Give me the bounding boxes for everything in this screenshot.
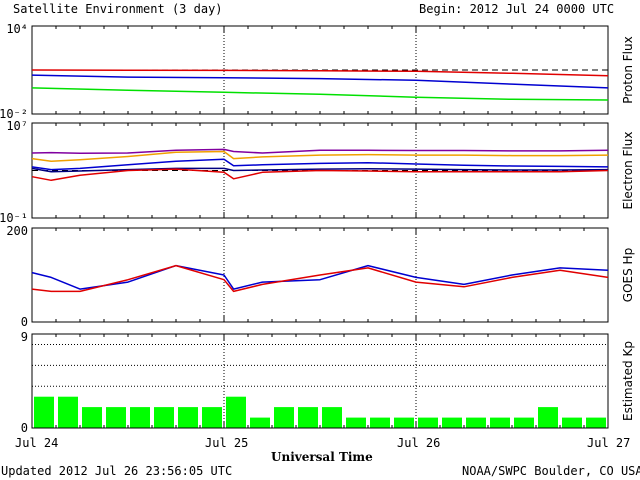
panel-y-label: Estimated Kp (621, 341, 635, 421)
kp-bar (466, 417, 486, 428)
updated-timestamp: Updated 2012 Jul 26 23:56:05 UTC (1, 464, 233, 478)
kp-bar (58, 396, 78, 428)
y-tick-label: 9 (21, 330, 28, 344)
kp-bar (250, 417, 270, 428)
kp-bar (34, 396, 54, 428)
series-line-blue (31, 158, 609, 171)
chart-title: Satellite Environment (3 day) (13, 2, 223, 16)
kp-bar (154, 407, 174, 428)
kp-bar (298, 407, 318, 428)
panel-y-label: Electron Flux (621, 132, 635, 210)
y-tick-label: 200 (6, 224, 28, 238)
y-tick-label: 10⁻¹ (0, 211, 28, 225)
credit-text: NOAA/SWPC Boulder, CO USA (462, 464, 640, 478)
series-line-red (31, 168, 609, 182)
kp-bar (82, 407, 102, 428)
kp-bar (514, 417, 534, 428)
series-line-orange (31, 150, 609, 163)
kp-bar (562, 417, 582, 428)
y-tick-label: 10⁻² (0, 107, 28, 121)
kp-bar (106, 407, 126, 428)
y-tick-label: 10⁴ (6, 22, 28, 36)
kp-bar (178, 407, 198, 428)
x-tick-label: Jul 24 (15, 436, 59, 450)
series-line-red (31, 264, 609, 293)
kp-bar (202, 407, 222, 428)
kp-bar (394, 417, 414, 428)
kp-bar (274, 407, 294, 428)
kp-bar (226, 396, 246, 428)
y-tick-label: 0 (21, 421, 28, 435)
kp-bar (322, 407, 342, 428)
x-axis-label: Universal Time (271, 450, 373, 464)
panel-y-label: GOES Hp (621, 248, 635, 302)
kp-bar (490, 417, 510, 428)
series-line-green (31, 87, 609, 101)
panel-y-label: Proton Flux (621, 36, 635, 103)
x-tick-label: Jul 26 (397, 436, 441, 450)
x-tick-label: Jul 25 (205, 436, 249, 450)
kp-bar (370, 417, 390, 428)
begin-time: Begin: 2012 Jul 24 0000 UTC (419, 2, 615, 16)
kp-bar (346, 417, 366, 428)
kp-bar (130, 407, 150, 428)
kp-bar (418, 417, 438, 428)
chart-panels: 10⁴ 10⁻² Proton Flux 10⁷ 10⁻¹ Electron Flux 20… (0, 22, 635, 435)
panel-frame (31, 333, 609, 429)
series-line-blue (31, 74, 609, 89)
panel-frame-overlay (31, 333, 609, 429)
kp-bar (586, 417, 606, 428)
kp-bar (442, 417, 462, 428)
y-tick-label: 0 (21, 315, 28, 329)
x-tick-label: Jul 27 (587, 436, 631, 450)
series-line-red (31, 69, 609, 77)
series-line-purple (31, 148, 609, 155)
y-tick-label: 10⁷ (6, 119, 28, 133)
series-line-navy (31, 167, 609, 173)
kp-bar (538, 407, 558, 428)
